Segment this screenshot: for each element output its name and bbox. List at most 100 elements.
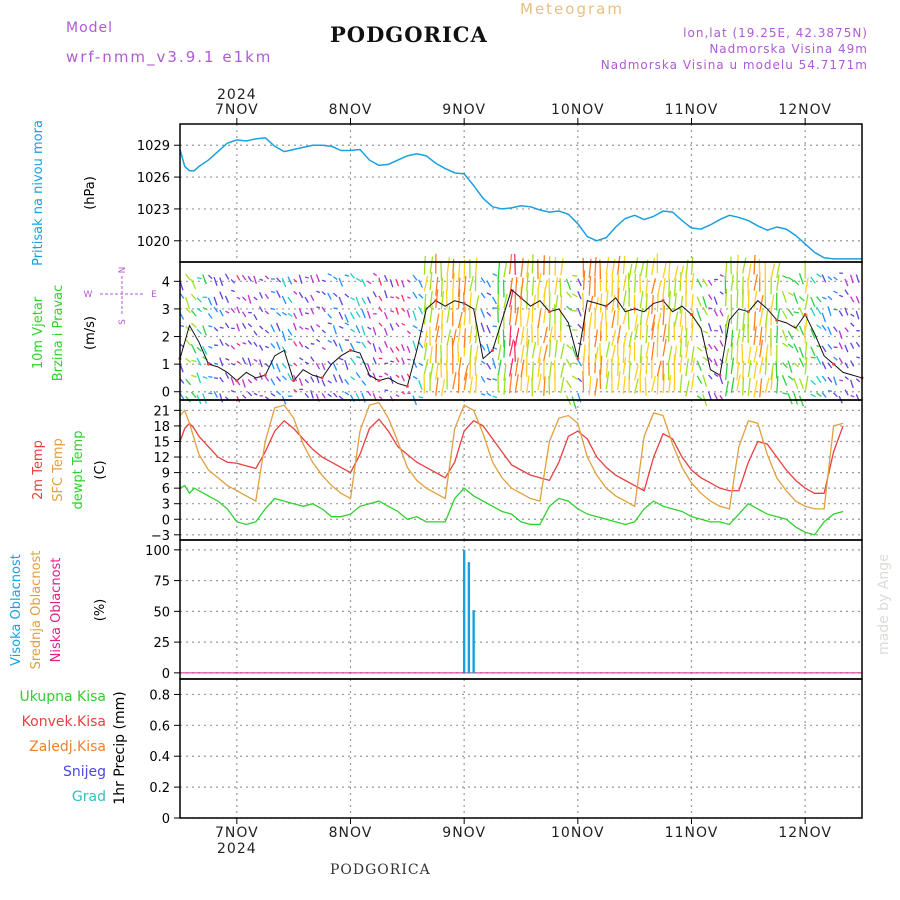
- lonlat-label: lon,lat (19.25E, 42.3875N): [683, 26, 868, 40]
- wind-arrow: [543, 326, 548, 344]
- wind-arrow: [208, 392, 213, 395]
- wind-arrow: [457, 277, 461, 297]
- wind-arrow: [668, 375, 672, 393]
- wind-arrow: [401, 391, 406, 395]
- x-tick-label-bottom: 10NOV: [551, 825, 605, 841]
- wind-arrow: [287, 373, 293, 382]
- tick-label-cloud: 100: [145, 544, 170, 559]
- wind-arrow: [349, 272, 356, 279]
- wind-arrow: [520, 257, 524, 277]
- wind-arrow: [327, 273, 332, 277]
- wind-arrow: [560, 295, 563, 315]
- wind-arrow: [469, 344, 472, 364]
- wind-arrow: [202, 346, 208, 355]
- wind-arrow: [298, 325, 304, 330]
- tick-label-wind: 4: [162, 275, 170, 290]
- wind-arrow: [798, 378, 805, 390]
- wind-arrow: [366, 296, 372, 304]
- wind-arrow: [810, 307, 816, 317]
- wind-arrow: [440, 379, 446, 397]
- wind-arrow: [833, 356, 838, 361]
- series-line-pressure: [179, 137, 862, 260]
- wind-arrow: [696, 360, 702, 372]
- wind-arrow: [287, 276, 293, 285]
- wind-arrow: [821, 324, 827, 331]
- wind-arrow: [463, 306, 467, 326]
- marks-layer: [178, 137, 864, 674]
- wind-arrow: [537, 358, 541, 377]
- wind-arrow: [213, 377, 219, 380]
- wind-arrow: [708, 374, 713, 380]
- wind-arrow: [486, 324, 491, 334]
- wind-arrow: [651, 375, 656, 392]
- wind-arrow: [599, 312, 604, 332]
- wind-arrow: [742, 376, 745, 396]
- wind-arrow: [668, 345, 673, 362]
- wind-arrow: [787, 360, 793, 374]
- wind-arrow: [207, 274, 213, 280]
- wind-arrow: [469, 325, 473, 344]
- wind-arrow: [810, 276, 816, 284]
- wind-arrow: [799, 296, 805, 302]
- wind-arrow: [378, 346, 383, 354]
- wind-arrow: [276, 290, 281, 298]
- wind-arrow: [588, 376, 592, 396]
- tick-label-temp: 18: [153, 420, 170, 435]
- wind-arrow: [418, 279, 423, 288]
- panel-label-pressure: Pritisak na nivou mora: [31, 120, 46, 266]
- wind-arrow: [247, 339, 253, 346]
- wind-arrow: [588, 312, 593, 331]
- wind-arrow: [264, 275, 270, 280]
- wind-arrow: [594, 378, 599, 396]
- wind-arrow: [196, 297, 202, 303]
- wind-arrow: [668, 290, 672, 309]
- wind-arrow: [327, 339, 332, 344]
- wind-arrow: [191, 359, 197, 363]
- tick-label-pressure: 1029: [137, 139, 170, 154]
- wind-arrow: [361, 297, 367, 305]
- wind-arrow: [662, 277, 666, 297]
- wind-arrow: [543, 376, 546, 396]
- wind-arrow: [696, 346, 703, 352]
- wind-arrow: [582, 322, 586, 342]
- wind-arrow: [406, 345, 411, 353]
- wind-arrow: [435, 289, 439, 309]
- wind-arrow: [310, 307, 315, 315]
- wind-arrow: [764, 310, 769, 328]
- wind-arrow: [440, 324, 444, 344]
- wind-arrow: [435, 343, 438, 364]
- wind-arrow: [520, 326, 525, 345]
- wind-arrow: [548, 361, 553, 380]
- axis-label-precip: 1hr Precip (mm): [112, 691, 128, 804]
- wind-arrow: [219, 277, 224, 287]
- wind-arrow: [702, 374, 708, 387]
- wind-speed-point: [690, 312, 693, 316]
- wind-arrow: [236, 296, 241, 300]
- wind-arrow: [628, 263, 633, 281]
- wind-arrow: [355, 325, 361, 334]
- wind-arrow: [651, 314, 656, 332]
- x-tick-label-top: 9NOV: [442, 102, 486, 118]
- wind-arrow: [247, 379, 253, 384]
- series-line-dewpt: [179, 484, 844, 536]
- wind-arrow: [367, 280, 372, 285]
- wind-arrow: [588, 295, 594, 313]
- wind-arrow: [736, 311, 739, 331]
- wind-arrow: [856, 356, 861, 359]
- wind-arrow: [236, 306, 241, 314]
- wind-arrow: [293, 374, 298, 382]
- wind-arrow: [213, 326, 219, 332]
- wind-arrow: [628, 361, 631, 380]
- wind-arrow: [225, 357, 230, 361]
- page-subtitle: Meteogram: [520, 0, 624, 18]
- wind-arrow: [406, 330, 411, 335]
- wind-arrow: [247, 357, 252, 367]
- wind-arrow: [480, 376, 486, 383]
- wind-arrow: [616, 325, 622, 344]
- wind-arrow: [492, 307, 498, 310]
- wind-arrow: [787, 292, 794, 296]
- tick-label-wind: 3: [162, 303, 170, 318]
- wind-arrow: [554, 295, 559, 313]
- wind-arrow: [474, 374, 478, 394]
- wind-arrow: [679, 272, 682, 292]
